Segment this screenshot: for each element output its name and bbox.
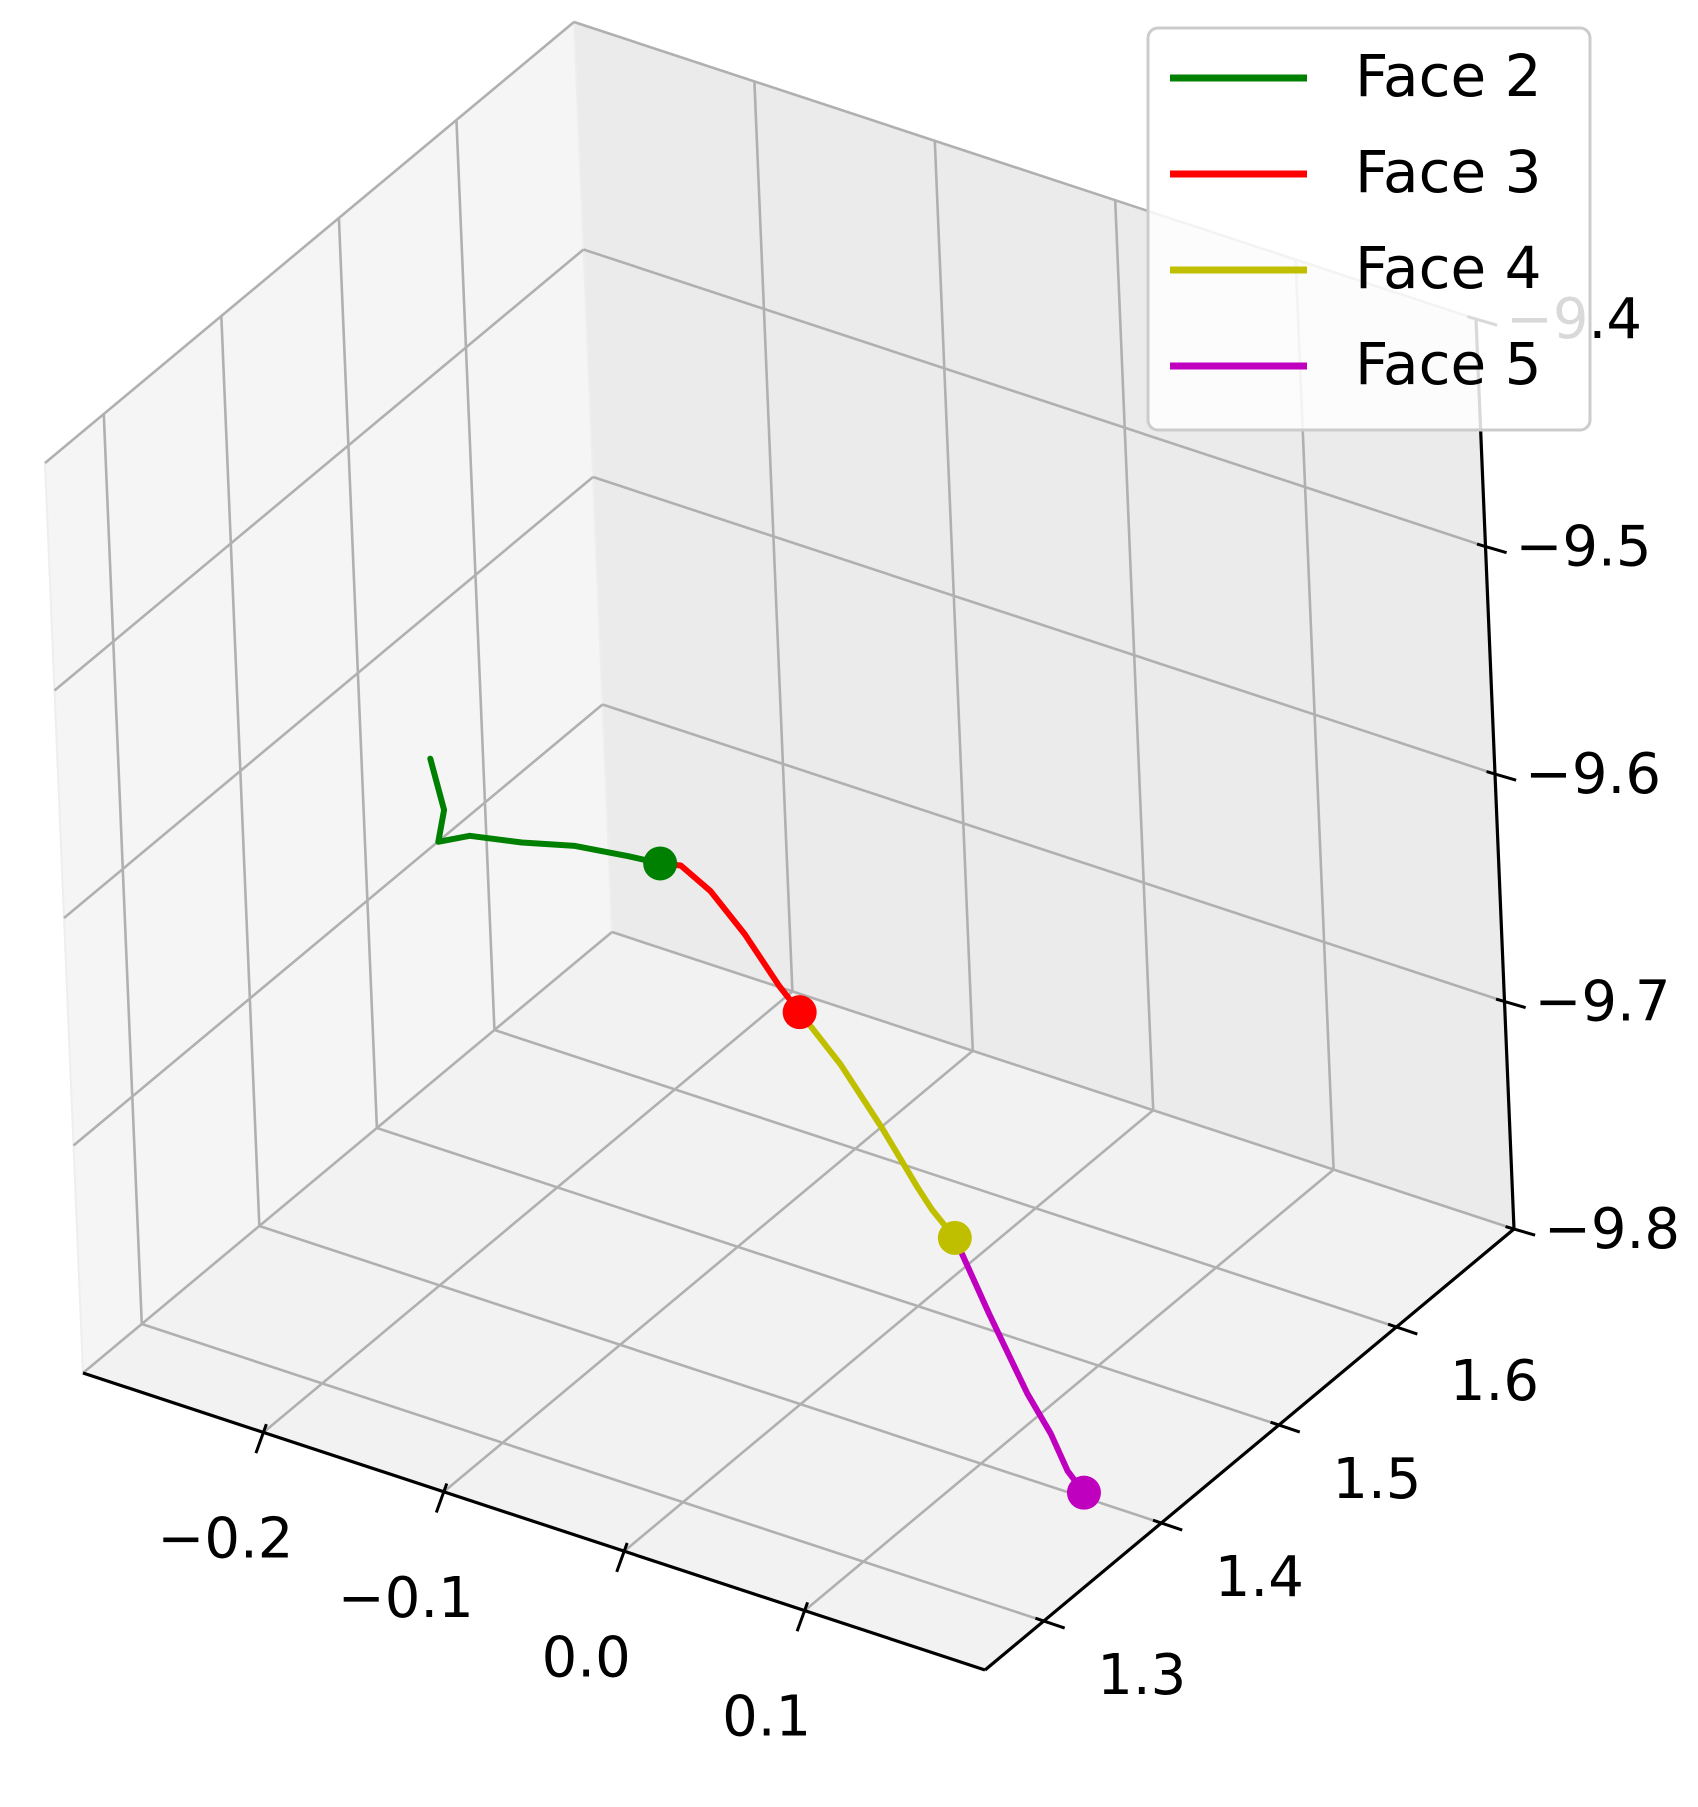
series-marker-face-2 — [643, 846, 678, 881]
z-tick-0-tick — [1505, 1225, 1536, 1237]
grid-line-z-back — [592, 475, 1496, 776]
y-tick-3-label: 1.6 — [1450, 1349, 1539, 1414]
grid-line-x-floor — [803, 1168, 1335, 1612]
y-tick-2-label: 1.5 — [1332, 1447, 1421, 1512]
series-line-face-4 — [796, 1009, 958, 1241]
grid-line-z-left — [82, 931, 613, 1374]
x-tick-1-label: −0.1 — [338, 1566, 474, 1631]
z-tick-1-tick — [1495, 997, 1527, 1010]
grid-line-z-left — [44, 21, 575, 464]
x-tick-3-tick — [795, 1601, 810, 1632]
grid-line-x-floor — [442, 1049, 974, 1493]
legend: Face 2 Face 3 Face 4 Face 5 — [1146, 26, 1592, 432]
legend-label-2: Face 4 — [1355, 234, 1542, 302]
x-tick-2-label: 0.0 — [542, 1625, 631, 1690]
grid-line-y-floor — [141, 1322, 1045, 1623]
y-tick-3-tick — [1387, 1322, 1418, 1336]
legend-label-0: Face 2 — [1355, 42, 1542, 110]
series-marker-face-4 — [937, 1220, 972, 1255]
y-axis-line — [983, 1227, 1516, 1672]
z-tick-2-label: −9.6 — [1525, 742, 1661, 807]
series-line-face-5 — [951, 1234, 1087, 1496]
series-marker-face-5 — [1066, 1475, 1101, 1510]
series-line-face-2 — [427, 755, 664, 867]
y-tick-1-label: 1.4 — [1215, 1545, 1304, 1610]
series-layer — [427, 755, 1101, 1510]
y-tick-1-tick — [1152, 1518, 1183, 1532]
z-tick-0-label: −9.8 — [1544, 1197, 1680, 1262]
x-tick-0-tick — [254, 1423, 268, 1454]
legend-label-1: Face 3 — [1355, 138, 1542, 206]
legend-box — [1146, 26, 1592, 432]
gridlines — [44, 20, 1515, 1623]
series-marker-face-3 — [782, 995, 817, 1030]
z-tick-2-tick — [1486, 770, 1517, 782]
grid-line-z-left — [53, 248, 585, 692]
y-tick-2-tick — [1270, 1420, 1301, 1434]
grid-line-z-back — [583, 248, 1486, 548]
grid-line-z-back — [611, 930, 1515, 1231]
legend-label-3: Face 5 — [1355, 330, 1542, 398]
grid-line-y-floor — [258, 1224, 1162, 1525]
x-axis-line — [82, 1371, 986, 1672]
x-tick-0-label: −0.2 — [157, 1507, 293, 1572]
grid-line-z-back — [602, 703, 1505, 1003]
grid-line-y-floor — [494, 1028, 1397, 1329]
z-tick-3-tick — [1476, 542, 1508, 555]
y-tick-0-tick — [1034, 1616, 1066, 1630]
x-tick-3-label: 0.1 — [722, 1685, 811, 1750]
x-tick-1-tick — [434, 1483, 449, 1513]
z-tick-3-label: −9.5 — [1516, 515, 1652, 580]
grid-line-x-floor — [262, 990, 794, 1434]
grid-line-z-left — [63, 476, 594, 919]
z-tick-1-label: −9.7 — [1535, 970, 1671, 1035]
grid-line-z-left — [72, 703, 604, 1147]
legend-entries: Face 2 Face 3 Face 4 Face 5 — [1170, 42, 1542, 398]
grid-line-x-floor — [623, 1109, 1155, 1553]
y-tick-0-label: 1.3 — [1097, 1643, 1186, 1708]
x-tick-2-tick — [615, 1542, 629, 1573]
grid-line-y-floor — [376, 1126, 1280, 1427]
series-line-face-3 — [657, 860, 803, 1016]
